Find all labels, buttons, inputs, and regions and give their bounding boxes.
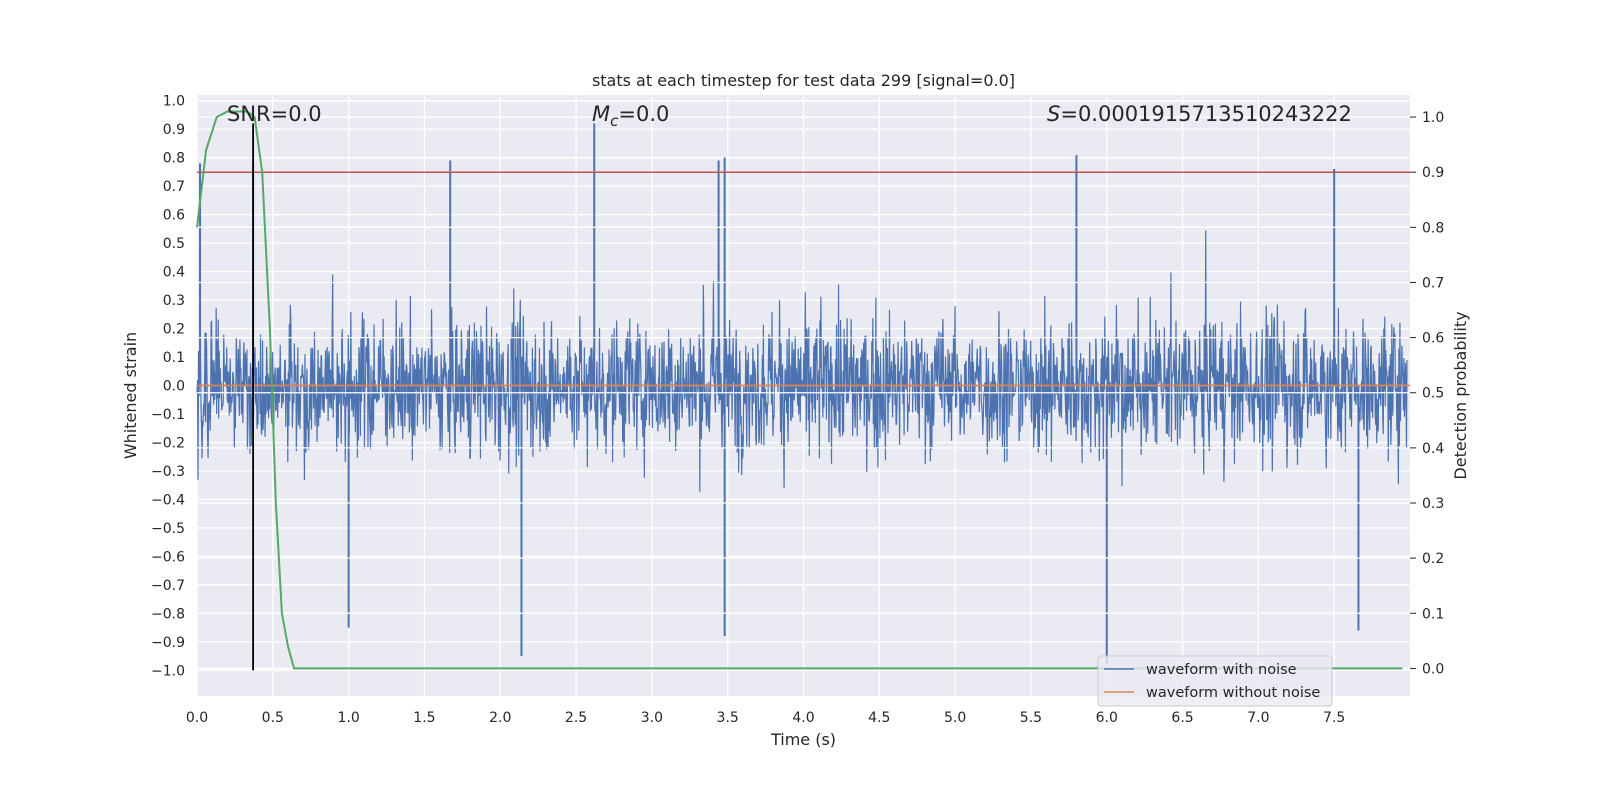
s-value: =0.0001915713510243222: [1060, 102, 1352, 126]
snr-annotation: SNR=0.0: [227, 102, 322, 126]
y-right-tick-label: 0.1: [1422, 606, 1444, 622]
y-left-tick-label: 0.7: [163, 179, 185, 195]
x-tick-label: 5.0: [944, 710, 966, 726]
x-tick-label: 6.0: [1096, 710, 1118, 726]
axis-ticks: 0.0 0.5 1.0 1.5 2.0 2.5 3.0 3.5 4.0 4.5 5.0 5.5 6.0 6…: [151, 94, 1444, 726]
legend-label-noise: waveform with noise: [1146, 662, 1297, 678]
y-left-tick-label: 0.2: [163, 322, 185, 338]
x-tick-label: 3.0: [641, 710, 663, 726]
x-tick-label: 1.0: [337, 710, 359, 726]
y-left-tick-label: −0.4: [151, 492, 185, 508]
detection-probability-line: [196, 110, 1403, 670]
x-tick-label: 7.0: [1247, 710, 1269, 726]
y-left-tick-label: −0.3: [151, 464, 185, 480]
y-left-tick-label: 0.0: [163, 379, 185, 395]
y-right-tick-label: 0.4: [1422, 441, 1444, 457]
y-left-tick-label: −0.2: [151, 435, 185, 451]
x-tick-label: 5.5: [1020, 710, 1042, 726]
y-right-tick-label: 0.6: [1422, 331, 1444, 347]
s-symbol: S: [1047, 102, 1060, 126]
x-tick-label: 7.5: [1323, 710, 1345, 726]
y-right-tick-label: 1.0: [1422, 110, 1444, 126]
x-tick-label: 6.5: [1171, 710, 1193, 726]
y-left-tick-label: −0.5: [151, 521, 185, 537]
x-tick-label: 0.5: [262, 710, 284, 726]
legend-box: [1097, 655, 1333, 707]
y-left-tick-label: −0.7: [151, 578, 185, 594]
y-left-tick-label: 0.8: [163, 151, 185, 167]
y-left-tick-label: −0.6: [151, 549, 185, 565]
y-right-tick-label: 0.8: [1422, 220, 1444, 236]
s-annotation: S=0.0001915713510243222: [1047, 102, 1352, 126]
mc-subscript: c: [610, 112, 619, 130]
y-axis-label-left: Whitened strain: [121, 332, 140, 459]
y-right-tick-label: 0.3: [1422, 496, 1444, 512]
y-left-tick-label: −0.1: [151, 407, 185, 423]
y-right-tick-label: 0.2: [1422, 551, 1444, 567]
x-tick-label: 2.0: [489, 710, 511, 726]
mc-annotation: Mc=0.0: [592, 102, 669, 130]
x-tick-label: 4.0: [792, 710, 814, 726]
y-left-tick-label: −0.9: [151, 635, 185, 651]
x-tick-label: 1.5: [413, 710, 435, 726]
y-right-tick-label: 0.5: [1422, 386, 1444, 402]
mc-symbol: M: [592, 102, 610, 126]
chart-title: stats at each timestep for test data 299…: [592, 71, 1015, 90]
x-tick-label: 3.5: [717, 710, 739, 726]
y-left-tick-label: 0.9: [163, 122, 185, 138]
x-tick-label: 4.5: [868, 710, 890, 726]
x-tick-label: 2.5: [565, 710, 587, 726]
legend-label-clean: waveform without noise: [1146, 685, 1320, 701]
y-left-tick-label: −0.8: [151, 606, 185, 622]
y-left-tick-label: −1.0: [151, 663, 185, 679]
x-axis-label: Time (s): [770, 730, 836, 749]
y-left-tick-label: 1.0: [163, 94, 185, 110]
y-left-tick-label: 0.1: [163, 350, 185, 366]
y-left-tick-label: 0.3: [163, 293, 185, 309]
y-left-tick-label: 0.6: [163, 208, 185, 224]
y-right-tick-label: 0.9: [1422, 165, 1444, 181]
noise-trace: [196, 230, 1408, 492]
x-tick-label: 0.0: [186, 710, 208, 726]
y-axis-label-right: Detection probability: [1451, 311, 1470, 479]
y-left-tick-label: 0.5: [163, 236, 185, 252]
y-left-tick-label: 0.4: [163, 265, 185, 281]
y-right-tick-label: 0.7: [1422, 275, 1444, 291]
y-right-tick-label: 0.0: [1422, 661, 1444, 677]
mc-value: =0.0: [618, 102, 669, 126]
series-waveform-with-noise: [196, 123, 1408, 665]
legend: waveform with noise waveform without noi…: [1097, 655, 1333, 707]
